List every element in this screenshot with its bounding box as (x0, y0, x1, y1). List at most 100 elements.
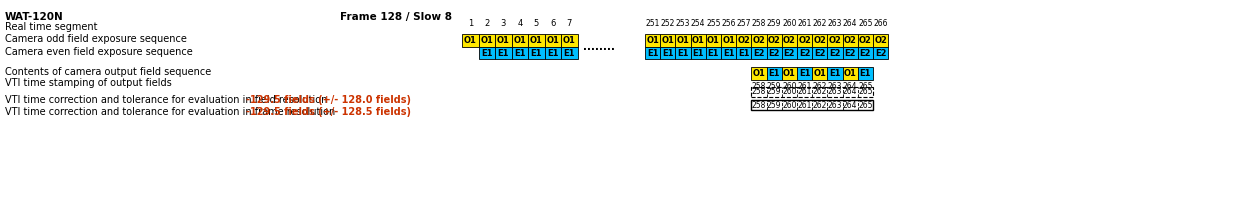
Text: E2: E2 (754, 48, 765, 58)
Bar (721, 34, 736, 47)
Bar (812, 67, 828, 80)
Bar (751, 34, 766, 47)
Bar (842, 47, 858, 59)
Text: 261: 261 (798, 19, 811, 28)
Text: E1: E1 (769, 69, 780, 78)
Bar (872, 34, 889, 47)
Text: 262: 262 (812, 88, 828, 97)
Text: O1: O1 (782, 69, 796, 78)
Bar (798, 47, 812, 59)
Text: Contents of camera output field sequence: Contents of camera output field sequence (5, 67, 211, 77)
Text: 260: 260 (782, 88, 796, 97)
Bar (545, 34, 561, 47)
Text: O1: O1 (514, 36, 526, 45)
Text: 5: 5 (534, 19, 539, 28)
Bar (872, 47, 889, 59)
Bar (645, 47, 660, 59)
Bar (812, 47, 828, 59)
Text: E1: E1 (662, 48, 674, 58)
Text: E2: E2 (769, 48, 780, 58)
Bar (495, 47, 511, 59)
Bar (495, 34, 511, 47)
Text: 258: 258 (751, 88, 766, 97)
Text: Frame 128 / Slow 8: Frame 128 / Slow 8 (340, 12, 452, 22)
Text: E2: E2 (814, 48, 825, 58)
Bar (528, 34, 545, 47)
Text: O1: O1 (546, 36, 559, 45)
Text: 253: 253 (676, 19, 690, 28)
Text: O1: O1 (814, 69, 826, 78)
Text: E1: E1 (481, 48, 492, 58)
Bar (736, 47, 751, 59)
Text: 260: 260 (782, 100, 796, 110)
Text: E1: E1 (693, 48, 704, 58)
Bar (690, 47, 706, 59)
Text: O1: O1 (844, 69, 856, 78)
Bar (798, 34, 812, 47)
Text: 259: 259 (768, 88, 781, 97)
Bar (828, 34, 842, 47)
Text: 265: 265 (859, 100, 872, 110)
Text: O2: O2 (814, 36, 826, 45)
Bar (736, 34, 751, 47)
Bar (828, 67, 842, 80)
Text: 259: 259 (768, 100, 781, 110)
Text: E2: E2 (799, 48, 810, 58)
Bar (645, 34, 660, 47)
Bar (462, 34, 479, 47)
Text: 258: 258 (751, 82, 766, 91)
Bar (706, 47, 721, 59)
Bar (675, 34, 690, 47)
Text: 263: 263 (828, 88, 842, 97)
Text: 1: 1 (468, 19, 472, 28)
Bar (751, 67, 766, 80)
Bar (706, 34, 721, 47)
Text: 263: 263 (828, 82, 842, 91)
Text: E1: E1 (564, 48, 575, 58)
Text: O1: O1 (691, 36, 705, 45)
Text: O2: O2 (829, 36, 841, 45)
Text: O2: O2 (844, 36, 856, 45)
Bar (766, 67, 781, 80)
Text: 256: 256 (721, 19, 736, 28)
Text: E1: E1 (722, 48, 734, 58)
Bar (528, 47, 545, 59)
Text: O1: O1 (530, 36, 542, 45)
Text: 260: 260 (782, 82, 796, 91)
Text: E1: E1 (738, 48, 750, 58)
Text: 264: 264 (842, 100, 858, 110)
Text: 262: 262 (812, 100, 828, 110)
Bar (842, 67, 858, 80)
Text: 262: 262 (812, 82, 828, 91)
Text: O1: O1 (480, 36, 494, 45)
Bar (842, 34, 858, 47)
Text: 7: 7 (566, 19, 572, 28)
Text: 264: 264 (842, 88, 858, 97)
Text: E1: E1 (530, 48, 542, 58)
Text: E1: E1 (707, 48, 719, 58)
Bar (766, 34, 781, 47)
Text: VTI time correction and tolerance for evaluation in frame resolution: VTI time correction and tolerance for ev… (5, 107, 335, 117)
Text: O2: O2 (782, 36, 796, 45)
Text: O1: O1 (496, 36, 510, 45)
Text: E1: E1 (498, 48, 509, 58)
Text: O2: O2 (859, 36, 871, 45)
Text: 263: 263 (828, 100, 842, 110)
Bar (479, 47, 495, 59)
Text: E2: E2 (875, 48, 886, 58)
Text: 4: 4 (518, 19, 522, 28)
Bar (660, 34, 675, 47)
Bar (721, 47, 736, 59)
Bar (660, 47, 675, 59)
Bar (858, 67, 872, 80)
Text: O1: O1 (676, 36, 690, 45)
Text: 261: 261 (798, 82, 811, 91)
Text: VTI time stamping of output fields: VTI time stamping of output fields (5, 78, 171, 88)
Text: E2: E2 (784, 48, 795, 58)
Text: 3: 3 (500, 19, 506, 28)
Text: E1: E1 (829, 69, 841, 78)
Text: 259: 259 (768, 19, 781, 28)
Text: Camera odd field exposure sequence: Camera odd field exposure sequence (5, 34, 188, 44)
Text: E2: E2 (829, 48, 841, 58)
Bar (545, 47, 561, 59)
